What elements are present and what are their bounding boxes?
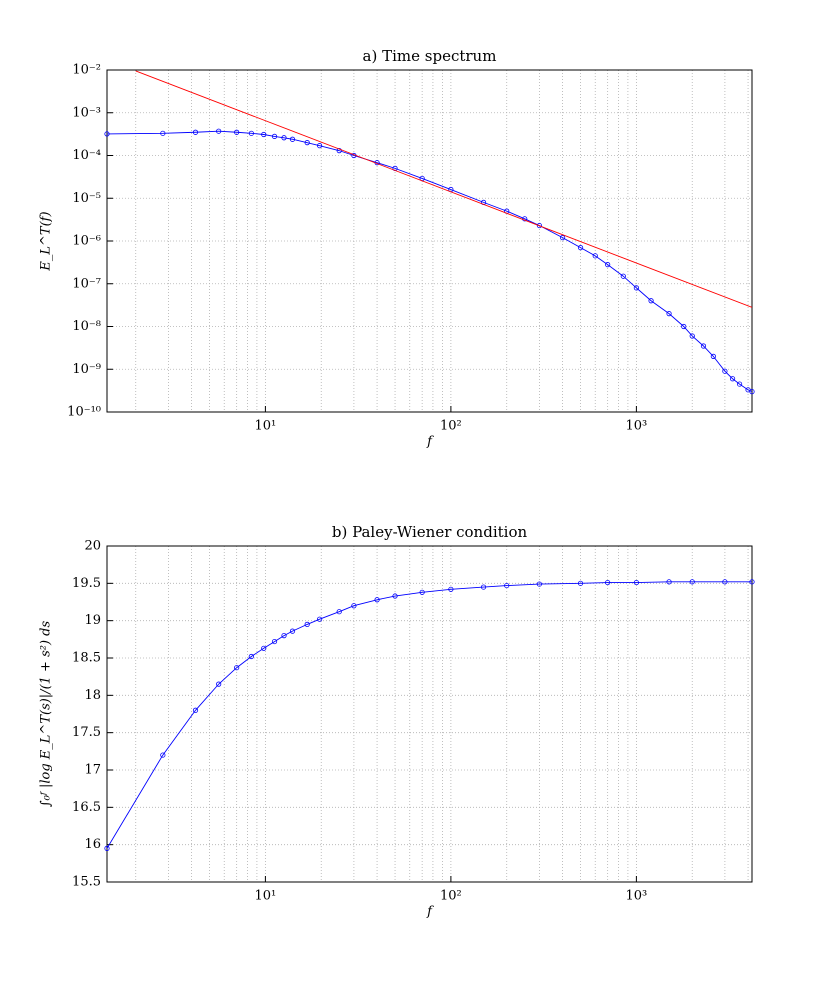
- plot-frame: [106, 545, 753, 883]
- data-point: [648, 298, 654, 304]
- data-point: [281, 135, 287, 141]
- data-point: [304, 140, 310, 146]
- data-point: [234, 129, 240, 135]
- x-axis-label: f: [426, 435, 434, 450]
- data-point: [666, 579, 672, 585]
- x-tick-label: 10²: [440, 889, 462, 904]
- data-point: [216, 681, 222, 687]
- series-line: [107, 581, 752, 849]
- data-point: [448, 586, 454, 592]
- x-tick-label: 10¹: [255, 419, 277, 434]
- data-point: [620, 273, 626, 279]
- data-point: [666, 311, 672, 317]
- data-point: [192, 129, 199, 135]
- data-point: [536, 222, 542, 229]
- data-point: [336, 148, 342, 154]
- data-point: [317, 143, 323, 149]
- y-tick-label: 16.5: [72, 800, 101, 815]
- data-point: [536, 581, 542, 587]
- data-point: [261, 645, 267, 651]
- y-tick-label: 19.5: [72, 576, 101, 591]
- data-point: [289, 136, 296, 142]
- y-tick-label: 17: [84, 763, 101, 778]
- chart-title: b) Paley-Wiener condition: [332, 523, 528, 541]
- y-tick-label: 17.5: [72, 725, 101, 740]
- plot-area: [107, 546, 752, 882]
- y-tick-label: 10⁻⁶: [72, 234, 101, 249]
- data-point: [681, 323, 687, 330]
- data-point: [522, 216, 528, 222]
- data-point: [633, 579, 639, 586]
- y-tick-label: 10⁻²: [72, 63, 101, 78]
- x-tick-label: 10³: [626, 889, 648, 904]
- data-point: [281, 632, 287, 639]
- data-point: [577, 580, 584, 586]
- data-point: [271, 133, 278, 139]
- data-point: [160, 130, 166, 136]
- data-point: [419, 589, 425, 595]
- x-tick-label: 10²: [440, 419, 462, 434]
- data-point: [234, 665, 240, 671]
- data-point: [605, 262, 611, 268]
- data-point: [216, 128, 222, 134]
- data-point: [336, 609, 342, 615]
- data-point: [248, 653, 254, 660]
- data-point: [304, 621, 310, 628]
- data-point: [722, 368, 728, 374]
- plot-frame: [106, 69, 753, 413]
- data-point: [749, 389, 755, 395]
- data-point: [271, 638, 278, 645]
- data-point: [248, 130, 254, 136]
- data-point: [577, 245, 584, 251]
- y-tick-label: 20: [84, 539, 101, 554]
- y-tick-label: 18.5: [72, 651, 101, 666]
- data-point: [351, 603, 357, 609]
- data-point: [289, 628, 296, 634]
- y-axis-label: E_L^T(f): [39, 211, 54, 271]
- y-tick-label: 10⁻⁴: [72, 148, 101, 163]
- series-line: [135, 70, 752, 308]
- x-tick-label: 10³: [626, 419, 648, 434]
- data-point: [592, 253, 598, 259]
- data-point: [104, 131, 110, 137]
- y-tick-label: 19: [84, 613, 101, 628]
- data-point: [160, 752, 166, 758]
- data-point: [736, 381, 743, 387]
- y-tick-label: 18: [84, 688, 101, 703]
- data-point: [749, 579, 755, 585]
- y-tick-label: 10⁻³: [72, 105, 101, 120]
- data-point: [192, 707, 199, 713]
- data-point: [689, 579, 695, 585]
- data-point: [689, 333, 695, 339]
- y-tick-label: 10⁻⁵: [72, 191, 101, 206]
- data-point: [729, 376, 736, 382]
- series-line: [107, 130, 752, 393]
- data-point: [559, 235, 566, 241]
- y-tick-label: 10⁻⁸: [72, 319, 101, 334]
- data-point: [633, 285, 639, 291]
- data-point: [104, 845, 110, 852]
- chart-title: a) Time spectrum: [363, 47, 497, 65]
- data-point: [261, 131, 267, 138]
- data-point: [317, 616, 323, 622]
- y-tick-label: 10⁻⁹: [72, 362, 101, 377]
- data-point: [605, 579, 611, 586]
- y-tick-label: 15.5: [72, 875, 101, 890]
- data-point: [722, 579, 728, 585]
- x-axis-label: f: [426, 905, 434, 920]
- y-tick-label: 16: [84, 837, 101, 852]
- data-point: [700, 343, 707, 349]
- x-tick-label: 10¹: [255, 889, 277, 904]
- data-point: [374, 597, 380, 603]
- data-point: [480, 584, 487, 590]
- y-tick-label: 10⁻⁷: [72, 276, 101, 291]
- y-axis-label: ∫₀ᶠ |log E_L^T(s)|/(1 + s²) ds: [39, 621, 54, 808]
- data-point: [504, 582, 510, 589]
- data-point: [392, 593, 398, 599]
- data-point: [710, 353, 716, 359]
- y-tick-label: 10⁻¹⁰: [67, 405, 101, 420]
